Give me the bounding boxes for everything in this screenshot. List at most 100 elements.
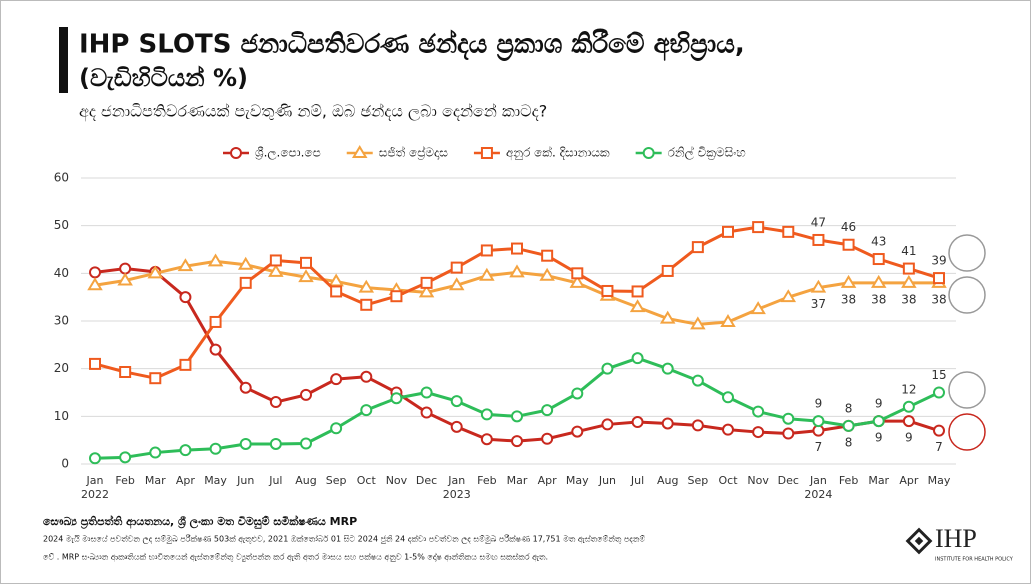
marker: [541, 404, 554, 417]
marker: [722, 391, 734, 404]
legend-item: අනුර කේ. දිසානායක: [473, 145, 610, 161]
marker: [209, 343, 222, 356]
marker: [601, 418, 614, 431]
portrait: [948, 276, 986, 314]
marker: [87, 277, 103, 291]
data-label: 9: [875, 431, 883, 445]
marker: [420, 276, 433, 289]
chart-subtitle: අද ජනාධිපතිවරණයක් පැවතුණි නම්, ඔබ ඡන්දය …: [79, 102, 547, 122]
marker: [661, 417, 674, 430]
logo-caption: INSTITUTE FOR HEALTH POLICY: [935, 557, 1014, 563]
marker: [629, 299, 646, 313]
marker: [330, 285, 343, 298]
marker: [448, 277, 465, 291]
marker: [902, 400, 915, 413]
marker: [691, 419, 704, 432]
marker: [269, 396, 282, 409]
marker: [89, 266, 101, 279]
marker: [782, 427, 795, 440]
marker: [360, 370, 373, 383]
marker: [509, 264, 525, 278]
marker: [420, 406, 433, 419]
marker: [752, 221, 765, 234]
marker: [812, 233, 825, 246]
marker: [872, 415, 885, 428]
data-label: 9: [875, 397, 883, 411]
x-tick-label: Apr: [176, 474, 196, 487]
marker: [511, 242, 523, 255]
x-tick-label: Sep: [326, 474, 347, 487]
legend-item: සජිත් ප්‍රේමදාස: [346, 145, 449, 160]
legend-label: අනුර කේ. දිසානායක: [506, 145, 610, 160]
marker: [179, 358, 192, 371]
marker: [511, 410, 523, 423]
x-tick-label: May: [566, 474, 589, 487]
marker: [661, 362, 674, 375]
marker: [631, 352, 644, 365]
x-tick-label: Feb: [115, 474, 134, 487]
marker: [479, 267, 495, 281]
marker: [933, 386, 945, 399]
x-tick-label: Jan: [447, 474, 465, 487]
marker: [418, 284, 435, 298]
x-year-label: 2024: [804, 488, 832, 501]
marker: [720, 314, 736, 327]
data-label: 12: [901, 382, 916, 396]
marker: [750, 301, 766, 315]
data-label: 8: [845, 435, 853, 449]
marker: [752, 405, 765, 418]
marker: [842, 238, 855, 251]
marker: [147, 265, 164, 279]
data-label: 9: [905, 431, 913, 445]
marker: [330, 373, 343, 386]
marker: [269, 254, 282, 267]
marker: [300, 256, 312, 269]
marker: [691, 374, 704, 387]
x-tick-label: Aug: [295, 474, 316, 487]
marker: [239, 437, 252, 450]
marker: [360, 298, 373, 311]
marker: [782, 225, 795, 238]
marker: [571, 425, 584, 438]
x-tick-label: Feb: [477, 474, 496, 487]
chart-title: IHP SLOTS ජනාධිපතිවරණ ඡන්දය ප්‍රකාශ කිරී…: [79, 29, 745, 63]
marker: [571, 267, 584, 280]
legend-marker: [230, 147, 242, 159]
portraits: [948, 234, 986, 451]
data-label: 41: [901, 244, 916, 258]
marker: [480, 408, 493, 421]
marker: [209, 315, 222, 328]
marker: [810, 279, 827, 293]
marker: [840, 274, 857, 288]
source: සෞඛ්‍ය ප්‍රතිපත්ති ආයතනය, ශ්‍රී ලංකා මත …: [43, 514, 357, 530]
x-year-label: 2022: [81, 488, 109, 501]
marker: [119, 366, 132, 379]
marker: [902, 262, 915, 275]
note: 2024 මැයි මාසයේ පවත්වන ලද සම්මුඛ පරීක්ෂණ…: [43, 533, 645, 544]
marker: [390, 290, 403, 303]
legend-label: සජිත් ප්‍රේමදාස: [379, 145, 449, 160]
marker: [842, 419, 855, 432]
marker: [358, 279, 375, 293]
marker: [812, 424, 825, 437]
x-tick-label: Mar: [868, 474, 889, 487]
y-tick-label: 10: [54, 409, 69, 423]
legend-marker: [480, 147, 493, 159]
marker: [237, 256, 254, 270]
marker: [360, 404, 373, 417]
y-tick-label: 20: [54, 361, 69, 375]
x-year-label: 2023: [443, 488, 471, 501]
y-tick-label: 30: [54, 314, 69, 328]
data-label: 38: [931, 292, 946, 306]
marker: [601, 284, 614, 297]
x-tick-label: May: [928, 474, 951, 487]
marker: [571, 387, 584, 400]
x-tick-label: Apr: [538, 474, 558, 487]
x-tick-label: Oct: [357, 474, 377, 487]
marker: [722, 423, 734, 436]
marker: [328, 273, 344, 287]
marker: [782, 412, 795, 425]
x-tick-label: Aug: [657, 474, 678, 487]
marker: [722, 225, 734, 238]
marker: [179, 291, 192, 304]
